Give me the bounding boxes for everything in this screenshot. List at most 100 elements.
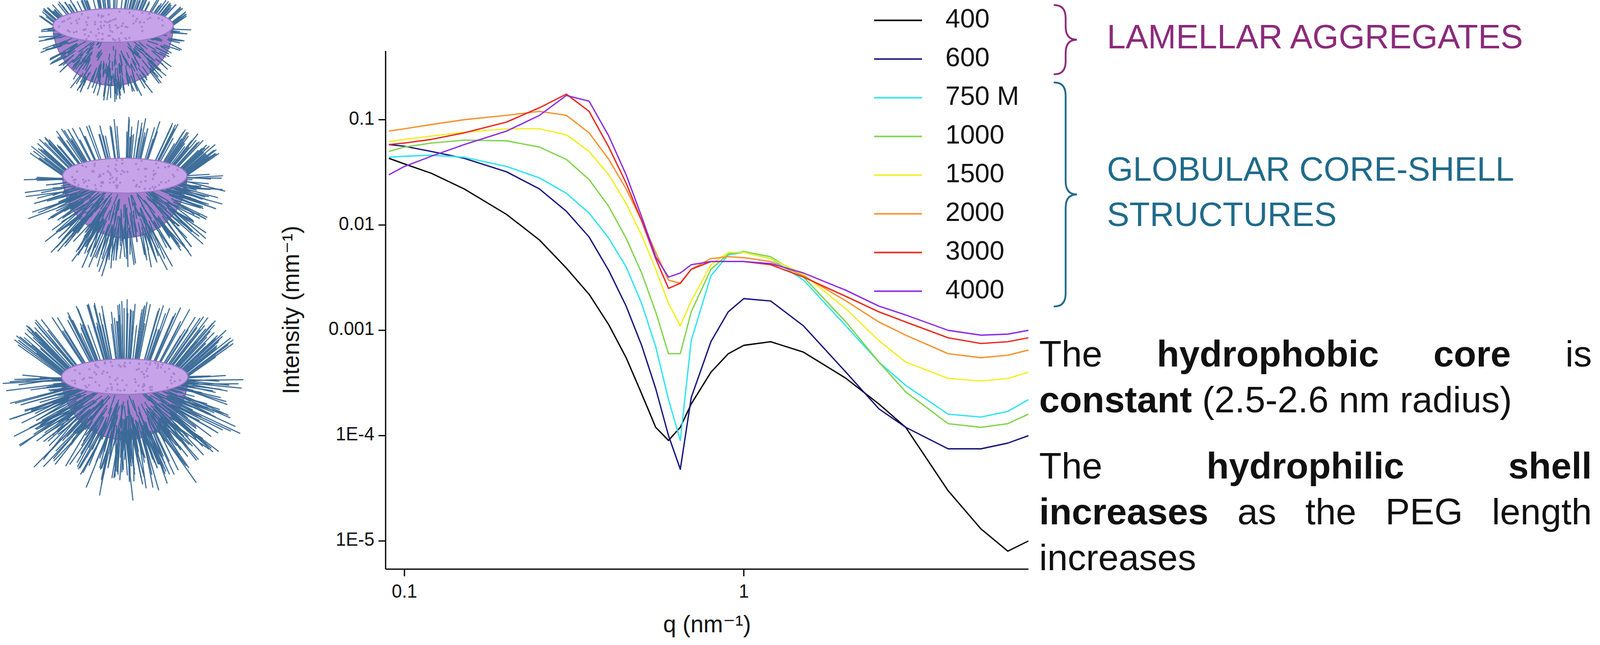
texture-dot bbox=[108, 34, 111, 37]
chain bbox=[82, 392, 99, 406]
texture-dot bbox=[102, 370, 105, 373]
chain bbox=[77, 1, 83, 11]
chain bbox=[49, 409, 87, 446]
legend-swatch bbox=[874, 213, 922, 215]
chain bbox=[185, 348, 216, 373]
texture-dot bbox=[88, 368, 91, 371]
texture-dot bbox=[95, 373, 98, 376]
series-line bbox=[389, 140, 1029, 428]
chain bbox=[168, 217, 192, 247]
chain bbox=[57, 317, 86, 364]
chain bbox=[102, 63, 104, 75]
texture-dot bbox=[152, 174, 155, 177]
chain bbox=[27, 329, 69, 370]
chain bbox=[100, 326, 109, 360]
chain bbox=[120, 65, 123, 76]
note-text-bold: hydrophobic core bbox=[1156, 333, 1511, 375]
texture-dot bbox=[138, 362, 141, 365]
texture-dot bbox=[84, 385, 87, 388]
chain bbox=[140, 233, 147, 258]
chain bbox=[114, 60, 116, 67]
texture-dot bbox=[97, 13, 100, 16]
texture-dot bbox=[98, 384, 101, 387]
axes bbox=[385, 50, 1029, 570]
chain bbox=[58, 4, 67, 15]
chain bbox=[122, 76, 124, 90]
chain bbox=[127, 117, 129, 159]
texture-dot bbox=[131, 14, 134, 17]
note-text: The bbox=[1039, 445, 1207, 487]
group-label-line: GLOBULAR CORE-SHELL bbox=[1106, 150, 1515, 188]
chain bbox=[78, 46, 87, 52]
chain bbox=[139, 212, 148, 227]
chain bbox=[131, 195, 137, 206]
texture-dot bbox=[118, 39, 121, 42]
texture-dot bbox=[111, 365, 114, 368]
chain bbox=[97, 83, 101, 96]
texture-dot bbox=[93, 165, 96, 168]
note-paragraph: The hydrophobic core isconstant (2.5-2.6… bbox=[1039, 331, 1592, 423]
chain bbox=[139, 42, 145, 47]
chain bbox=[126, 74, 129, 86]
chain bbox=[112, 403, 119, 421]
chain bbox=[6, 383, 65, 391]
texture-dot bbox=[154, 162, 157, 165]
y-tick-label: 0.01 bbox=[338, 213, 375, 235]
texture-dot bbox=[149, 16, 152, 19]
chain bbox=[56, 200, 78, 211]
texture-dot bbox=[111, 176, 114, 179]
chain bbox=[147, 121, 160, 160]
chain bbox=[119, 304, 123, 360]
texture-dot bbox=[123, 389, 126, 392]
chain bbox=[22, 375, 67, 380]
texture-dot bbox=[147, 12, 150, 15]
texture-dot bbox=[108, 375, 111, 378]
chain bbox=[124, 204, 127, 216]
texture-dot bbox=[80, 13, 83, 16]
texture-dot bbox=[114, 17, 117, 20]
chain bbox=[109, 0, 111, 9]
chain bbox=[184, 175, 223, 179]
micelle-face-texture bbox=[71, 158, 179, 191]
chain bbox=[98, 73, 101, 82]
x-tick bbox=[403, 569, 406, 577]
chain bbox=[144, 1, 150, 11]
texture-dot bbox=[96, 38, 99, 41]
texture-dot bbox=[73, 382, 76, 385]
texture-dot bbox=[68, 30, 71, 33]
texture-dot bbox=[115, 178, 118, 181]
texture-dot bbox=[87, 35, 90, 38]
chain bbox=[112, 61, 114, 70]
chain bbox=[113, 236, 117, 261]
texture-dot bbox=[142, 373, 145, 376]
texture-dot bbox=[116, 383, 119, 386]
texture-dot bbox=[134, 390, 137, 393]
texture-dot bbox=[108, 172, 111, 175]
texture-dot bbox=[140, 180, 143, 183]
chain bbox=[116, 84, 118, 95]
texture-dot bbox=[85, 37, 88, 40]
chain bbox=[121, 0, 123, 9]
micelle-back-chains bbox=[14, 299, 233, 377]
texture-dot bbox=[143, 187, 146, 190]
chain bbox=[136, 123, 142, 159]
texture-dot bbox=[164, 166, 167, 169]
texture-dot bbox=[169, 379, 172, 382]
texture-dot bbox=[126, 170, 129, 173]
texture-dot bbox=[116, 185, 119, 188]
texture-dot bbox=[93, 162, 96, 165]
chain bbox=[150, 392, 167, 404]
chain bbox=[147, 224, 159, 249]
chain bbox=[130, 419, 140, 462]
texture-dot bbox=[73, 181, 76, 184]
texture-dot bbox=[161, 24, 164, 27]
chain bbox=[132, 326, 137, 360]
texture-dot bbox=[119, 181, 122, 184]
texture-dot bbox=[109, 174, 112, 177]
chain bbox=[56, 423, 84, 452]
chain bbox=[32, 199, 71, 213]
chain bbox=[141, 72, 147, 80]
texture-dot bbox=[125, 384, 128, 387]
texture-dot bbox=[100, 15, 103, 18]
chain bbox=[172, 32, 184, 34]
